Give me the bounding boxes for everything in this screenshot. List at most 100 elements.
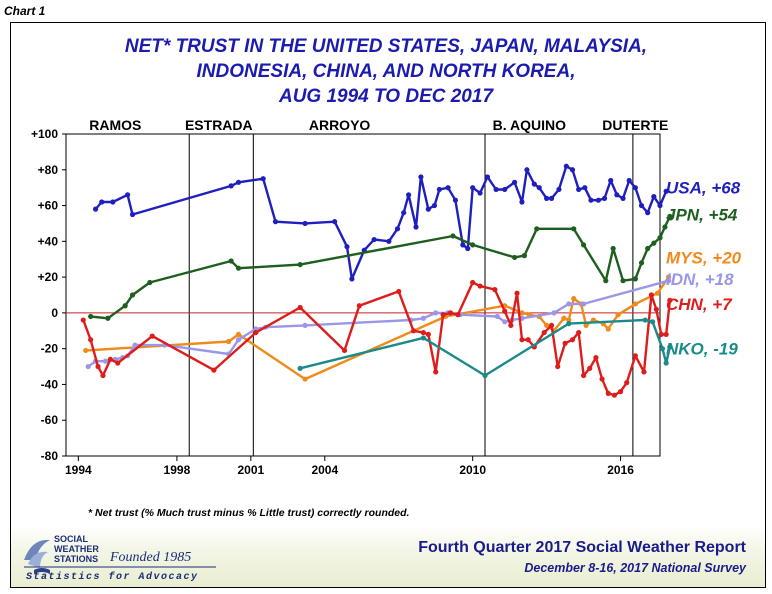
data-point-jpn (620, 278, 626, 284)
data-point-chn (107, 356, 113, 362)
data-point-usa (519, 199, 525, 205)
data-point-jpn (571, 226, 577, 232)
data-point-usa (386, 238, 392, 244)
series-line-usa (94, 164, 668, 281)
data-point-mys (632, 301, 638, 307)
era-label: ESTRADA (185, 117, 253, 133)
report-title: Fourth Quarter 2017 Social Weather Repor… (418, 539, 746, 556)
data-point-idn (566, 301, 572, 307)
data-point-chn (587, 365, 593, 371)
data-point-jpn (662, 224, 668, 230)
data-point-chn (576, 329, 582, 336)
footnote: * Net trust (% Much trust minus % Little… (88, 507, 410, 519)
data-point-usa (638, 202, 645, 209)
data-point-jpn (645, 245, 651, 252)
data-point-usa (394, 226, 401, 232)
data-point-chn (562, 340, 568, 346)
data-point-mys (235, 331, 242, 337)
data-point-jpn (580, 242, 587, 248)
data-point-nko (566, 321, 572, 327)
sws-logo: SOCIAL WEATHER STATIONS Founded 1985 Sta… (24, 534, 216, 583)
data-point-nko (482, 372, 488, 379)
data-point-usa (99, 199, 105, 205)
data-point-usa (556, 186, 562, 193)
data-point-chn (433, 369, 439, 375)
data-point-jpn (632, 276, 638, 282)
data-point-idn (302, 322, 308, 329)
data-point-usa (663, 188, 669, 194)
data-point-idn (494, 313, 500, 320)
data-point-chn (525, 337, 531, 343)
series-end-label-nko: NKO, -19 (666, 340, 738, 359)
data-point-usa (436, 186, 443, 193)
era-label: RAMOS (89, 117, 141, 133)
y-tick-label: -60 (41, 413, 59, 427)
data-point-usa (465, 245, 471, 252)
data-point-usa (632, 185, 638, 191)
data-point-chn (470, 279, 476, 286)
data-point-chn (447, 310, 454, 316)
data-point-chn (548, 322, 555, 329)
data-point-chn (658, 331, 664, 337)
logo-tagline: Statistics for Advocacy (26, 571, 199, 583)
data-point-jpn (651, 240, 657, 246)
data-point-chn (95, 363, 101, 370)
data-point-chn (356, 303, 362, 309)
data-point-usa (235, 179, 242, 185)
data-point-jpn (122, 303, 128, 309)
data-point-chn (519, 337, 525, 343)
data-point-chn (514, 290, 520, 296)
data-point-chn (611, 392, 618, 398)
data-point-jpn (657, 235, 663, 241)
data-point-jpn (470, 242, 476, 248)
data-point-idn (85, 363, 91, 370)
data-point-jpn (235, 265, 242, 271)
data-point-mys (615, 312, 621, 318)
y-tick-label: +20 (38, 270, 59, 284)
data-point-jpn (88, 313, 94, 320)
data-point-idn (551, 310, 557, 316)
data-point-usa (601, 195, 608, 201)
data-point-usa (260, 176, 266, 182)
data-point-jpn (667, 213, 673, 219)
data-point-mys (302, 376, 308, 382)
y-tick-label: -80 (41, 449, 59, 463)
data-point-chn (455, 312, 461, 318)
chart-title-line: INDONESIA, CHINA, AND NORTH KOREA, (197, 61, 576, 82)
data-point-usa (477, 190, 483, 196)
data-point-idn (420, 315, 426, 321)
data-point-usa (531, 181, 537, 187)
data-point-usa (595, 197, 601, 203)
data-point-usa (405, 192, 412, 198)
data-point-usa (413, 224, 419, 230)
data-point-usa (431, 202, 438, 209)
data-point-usa (651, 194, 657, 200)
data-point-chn (663, 331, 669, 337)
x-tick-label: 2016 (607, 463, 634, 477)
data-point-usa (129, 211, 136, 218)
data-point-mys (226, 338, 232, 345)
data-point-jpn (534, 226, 540, 232)
data-point-jpn (610, 245, 616, 252)
data-point-chn (88, 337, 94, 343)
data-point-usa (620, 195, 626, 201)
data-point-chn (617, 389, 624, 395)
y-tick-label: 0 (51, 306, 58, 320)
data-point-chn (593, 355, 599, 361)
data-point-jpn (129, 292, 136, 298)
data-point-usa (608, 177, 614, 184)
data-point-mys (566, 317, 572, 323)
data-point-usa (349, 276, 355, 282)
data-point-usa (445, 185, 451, 191)
data-point-usa (582, 185, 588, 191)
logo-founded: Founded 1985 (109, 550, 191, 565)
data-point-chn (605, 390, 611, 396)
data-point-mys (654, 290, 661, 296)
data-point-nko (663, 360, 669, 366)
data-point-chn (80, 317, 86, 323)
data-point-usa (588, 197, 594, 203)
data-point-mys (571, 295, 577, 302)
data-point-jpn (147, 279, 153, 286)
data-point-usa (92, 206, 99, 212)
data-point-chn (641, 369, 647, 375)
